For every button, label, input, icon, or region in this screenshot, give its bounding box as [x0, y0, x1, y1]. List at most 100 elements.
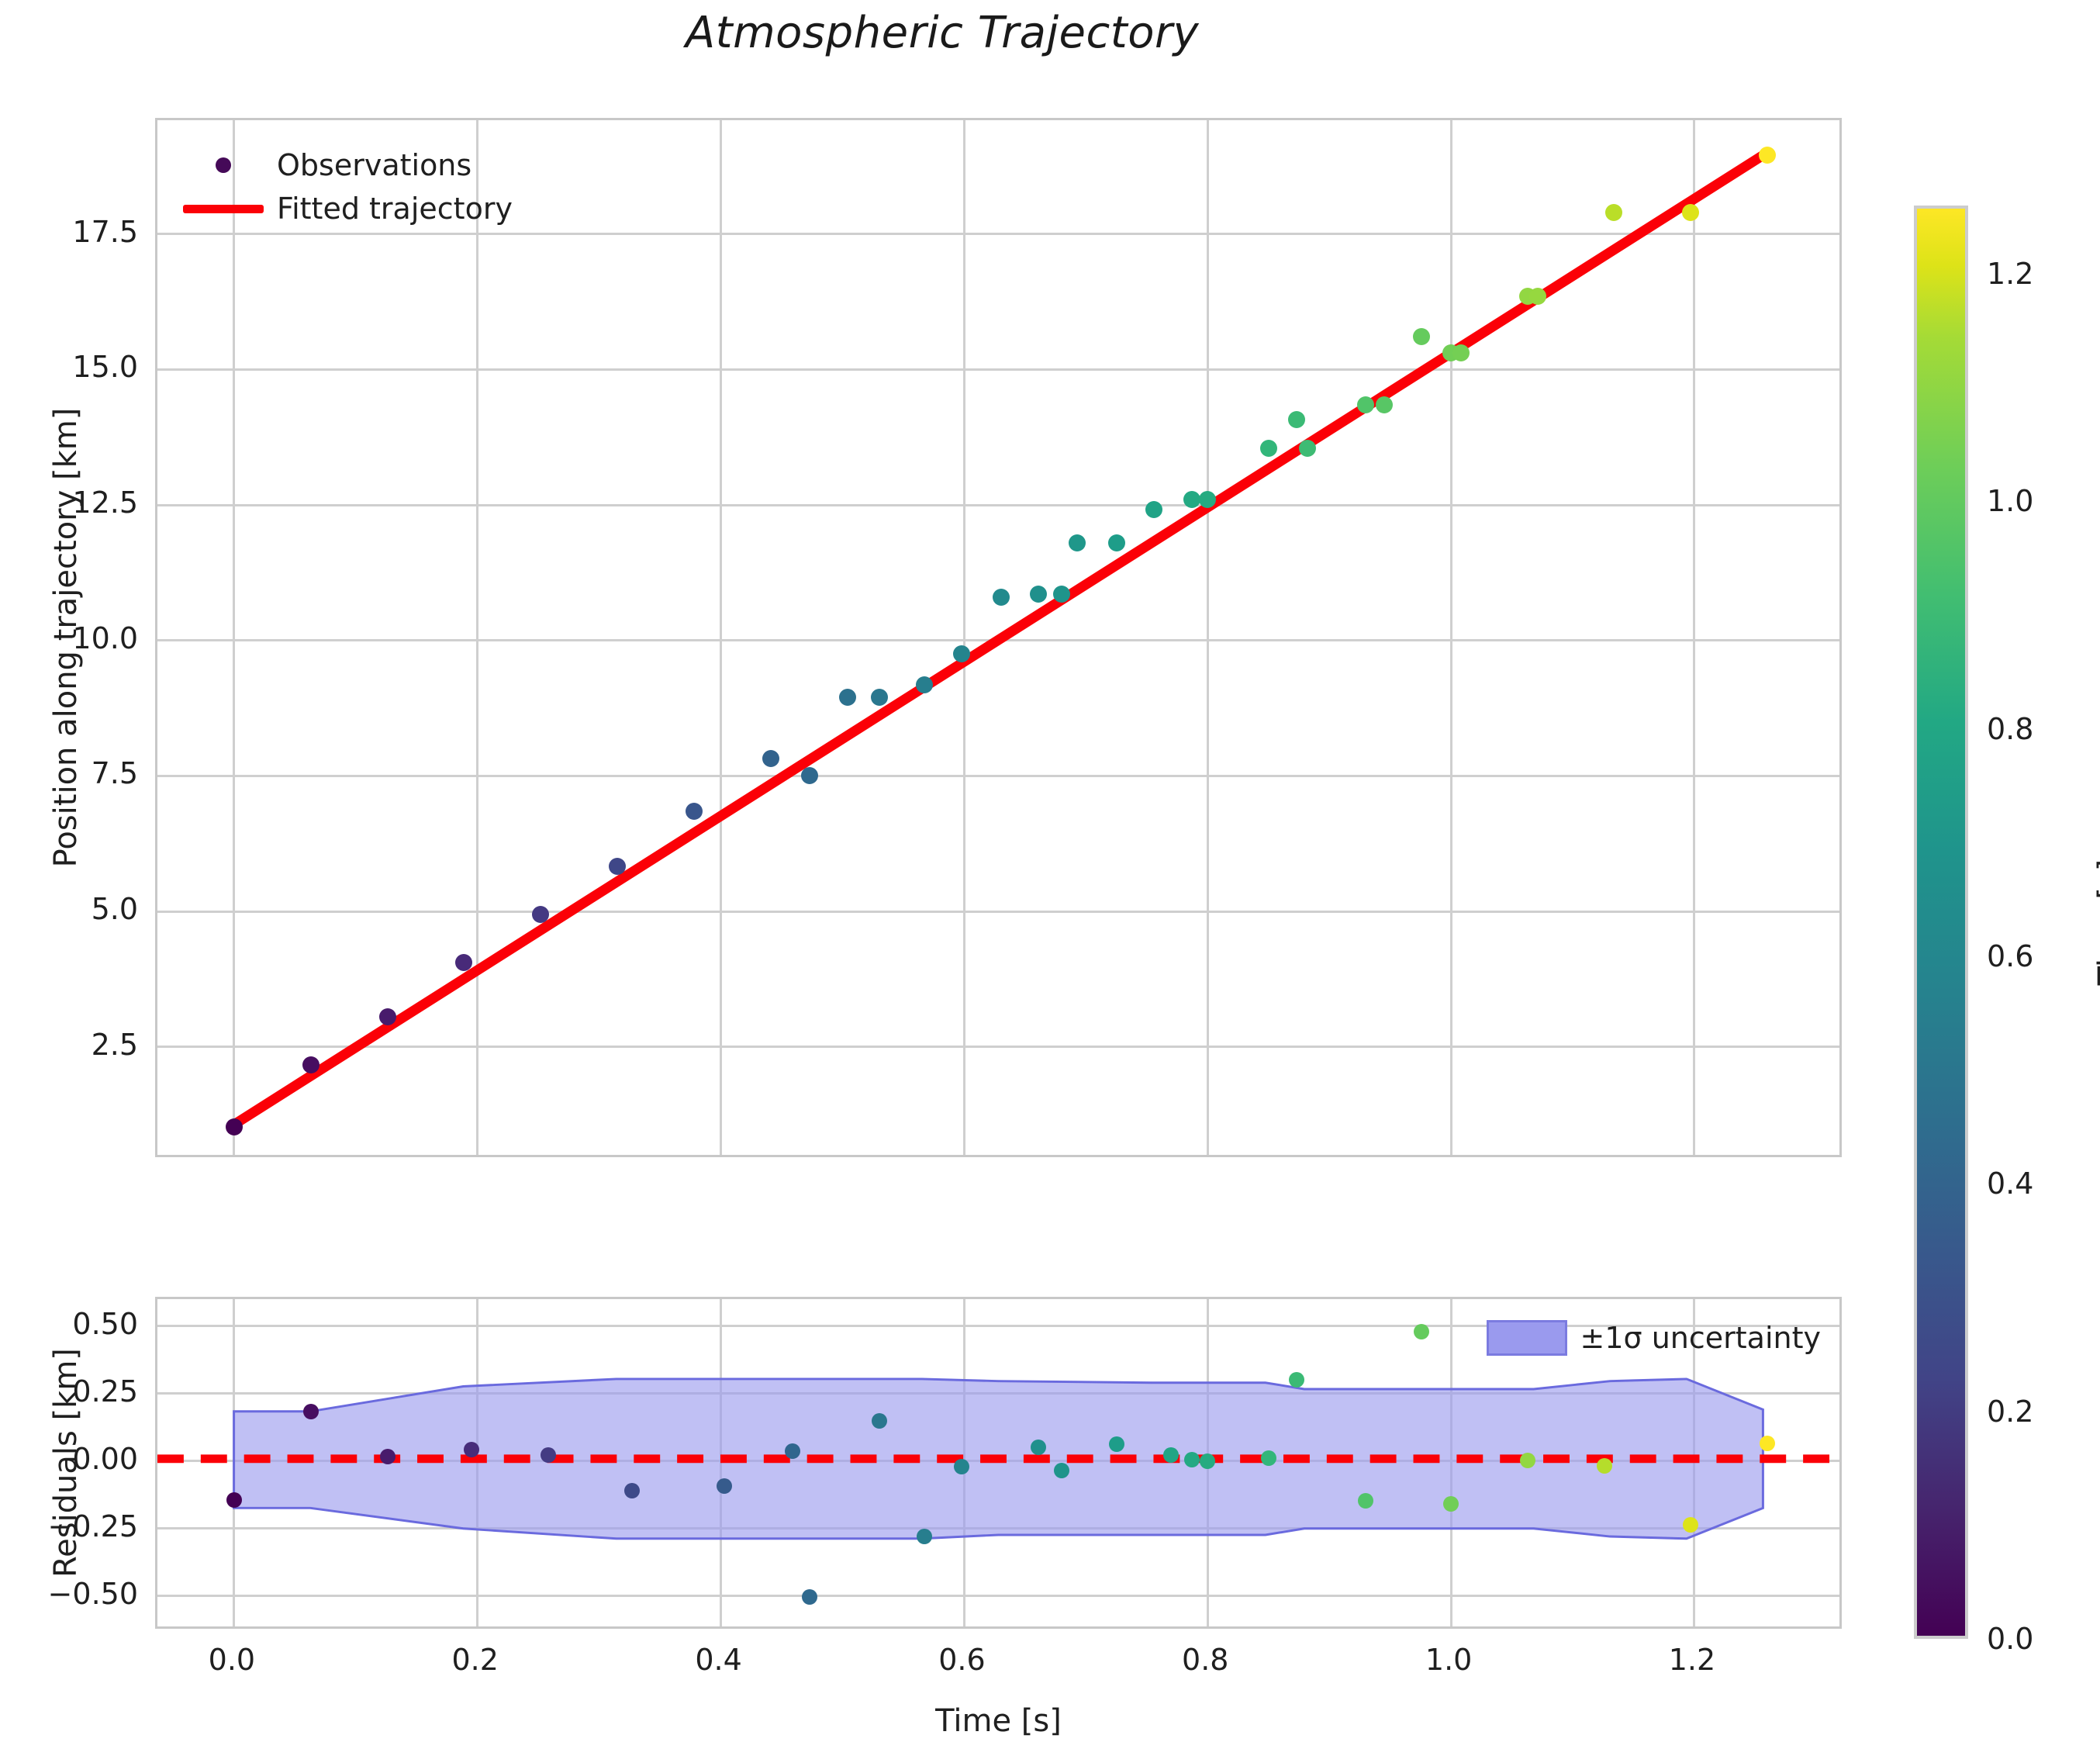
data-point: [540, 1447, 556, 1464]
data-point: [225, 1118, 243, 1136]
colorbar-tick-label: 0.6: [1987, 939, 2034, 973]
line-swatch-icon: [178, 204, 269, 213]
data-point: [1358, 1493, 1374, 1509]
y-tick-label: 15.0: [72, 350, 138, 385]
data-point: [916, 1528, 932, 1544]
main-plot-legend: Observations Fitted trajectory: [178, 143, 513, 230]
data-point: [717, 1478, 733, 1494]
data-point: [1357, 396, 1375, 413]
residual-legend-item[interactable]: ±1σ uncertainty: [1481, 1316, 1821, 1360]
data-point: [1682, 203, 1700, 221]
data-point: [1414, 1324, 1430, 1340]
data-point: [1108, 1436, 1124, 1452]
y-tick-label: 5.0: [91, 892, 138, 927]
gridline-horizontal: [157, 1460, 1839, 1463]
gridline-horizontal: [157, 1046, 1839, 1049]
data-point: [1528, 288, 1546, 306]
gridline-vertical: [962, 120, 965, 1155]
gridline-vertical: [233, 1299, 236, 1626]
gridline-horizontal: [157, 503, 1839, 506]
gridline-horizontal: [157, 1325, 1839, 1328]
gridline-horizontal: [157, 910, 1839, 913]
data-point: [801, 767, 819, 785]
data-point: [1298, 439, 1316, 457]
y-tick-label: 10.0: [72, 620, 138, 655]
data-point: [1053, 1462, 1069, 1478]
data-point: [1596, 1458, 1612, 1474]
data-point: [1052, 585, 1070, 603]
data-point: [1683, 1516, 1699, 1533]
main-legend-label: Observations: [277, 148, 472, 182]
data-point: [954, 1459, 970, 1475]
data-point: [1200, 1453, 1216, 1469]
gridline-vertical: [720, 1299, 723, 1626]
data-point: [838, 689, 856, 707]
x-tick-label: 0.6: [938, 1643, 986, 1677]
y-tick-label: 0.00: [72, 1441, 138, 1476]
y-tick-label: 7.5: [91, 756, 138, 791]
data-point: [379, 1448, 395, 1464]
colorbar-tick-label: 0.2: [1987, 1394, 2034, 1429]
main-plot-axes: Observations Fitted trajectory: [155, 118, 1842, 1157]
main-legend-item[interactable]: Observations: [178, 143, 513, 187]
data-point: [686, 803, 703, 821]
y-tick-label: 12.5: [72, 486, 138, 520]
data-point: [871, 1412, 887, 1429]
colorbar-tick-label: 0.4: [1987, 1167, 2034, 1201]
data-point: [1260, 1450, 1276, 1466]
colorbar-tick-label: 0.8: [1987, 711, 2034, 746]
x-axis-label: Time [s]: [935, 1703, 1062, 1739]
x-tick-label: 0.2: [451, 1643, 499, 1677]
gridline-vertical: [1449, 120, 1452, 1155]
data-point: [455, 953, 473, 971]
data-point: [1183, 491, 1200, 509]
main-y-axis-label: Position along trajectory [km]: [48, 407, 84, 868]
residual-legend-label: ±1σ uncertainty: [1580, 1321, 1821, 1355]
gridline-horizontal: [157, 233, 1839, 236]
main-legend-label: Fitted trajectory: [277, 192, 513, 226]
y-tick-label: 2.5: [91, 1027, 138, 1062]
data-point: [1452, 344, 1470, 362]
residuals-plot-axes: ±1σ uncertainty: [155, 1297, 1842, 1629]
data-point: [1759, 147, 1777, 164]
x-tick-label: 0.8: [1182, 1643, 1229, 1677]
data-point: [1183, 1452, 1200, 1468]
y-tick-label: 17.5: [72, 214, 138, 249]
data-point: [1375, 396, 1393, 413]
residual-plot-legend: ±1σ uncertainty: [1481, 1316, 1821, 1360]
data-point: [953, 645, 971, 663]
gridline-horizontal: [157, 368, 1839, 371]
data-point: [1069, 534, 1086, 551]
y-tick-label: −0.25: [47, 1509, 138, 1543]
time-colorbar: [1914, 206, 1968, 1639]
data-point: [609, 858, 627, 876]
data-point: [802, 1588, 818, 1605]
data-point: [1605, 203, 1623, 221]
colorbar-tick-label: 1.0: [1987, 484, 2034, 519]
data-point: [1145, 500, 1163, 518]
main-legend-item[interactable]: Fitted trajectory: [178, 187, 513, 230]
data-point: [762, 750, 779, 767]
gridline-vertical: [476, 1299, 479, 1626]
gridline-horizontal: [157, 639, 1839, 642]
data-point: [915, 676, 933, 693]
data-point: [870, 689, 888, 707]
data-point: [1413, 328, 1431, 346]
x-tick-label: 1.0: [1425, 1643, 1473, 1677]
data-point: [1031, 1440, 1047, 1456]
gridline-horizontal: [157, 1595, 1839, 1598]
gridline-vertical: [1449, 1299, 1452, 1626]
gridline-vertical: [476, 120, 479, 1155]
gridline-vertical: [233, 120, 236, 1155]
data-point: [1288, 1371, 1304, 1388]
colorbar-tick-label: 0.0: [1987, 1622, 2034, 1656]
colorbar-tick-label: 1.2: [1987, 257, 2034, 291]
data-point: [1107, 534, 1125, 551]
data-point: [532, 906, 550, 924]
data-point: [463, 1442, 479, 1458]
x-tick-label: 0.0: [208, 1643, 256, 1677]
gridline-vertical: [1206, 120, 1209, 1155]
gridline-vertical: [720, 120, 723, 1155]
data-point: [1760, 1436, 1776, 1452]
